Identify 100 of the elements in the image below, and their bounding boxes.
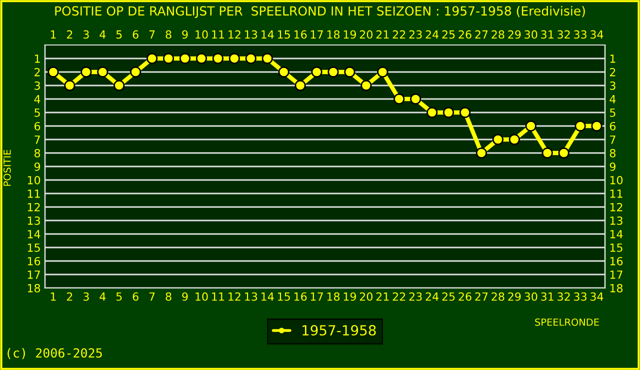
y-tick-label: 4 <box>34 95 40 104</box>
point <box>574 120 586 132</box>
point <box>179 52 191 64</box>
y2-tick-label: 8 <box>610 148 616 158</box>
x-tick-label: 5 <box>116 292 122 301</box>
x-tick-label: 8 <box>166 292 172 301</box>
y2-tick-label: 3 <box>610 81 616 90</box>
y2-tick-label: 17 <box>610 270 622 279</box>
x2-tick-label: 19 <box>344 30 356 39</box>
point <box>162 52 174 64</box>
x-tick-label: 24 <box>426 292 439 301</box>
x-tick-label: 33 <box>574 292 586 301</box>
point <box>130 66 142 78</box>
x2-tick-label: 27 <box>475 30 488 39</box>
y-tick-label: 7 <box>34 136 40 144</box>
point <box>459 106 471 118</box>
x2-tick-label: 17 <box>310 30 323 39</box>
x2-tick-label: 18 <box>327 30 340 39</box>
x2-tick-label: 32 <box>558 30 570 39</box>
x2-tick-label: 11 <box>212 30 224 39</box>
x-tick-label: 9 <box>182 292 188 301</box>
x-tick-label: 18 <box>327 292 340 301</box>
point <box>146 52 158 64</box>
point <box>492 134 504 146</box>
point <box>525 120 536 132</box>
point <box>196 52 208 64</box>
x2-tick-label: 20 <box>360 30 373 39</box>
y-tick-label: 1 <box>34 54 40 63</box>
chart-title: POSITIE OP DE RANGLIJST PER SPEELROND IN HET SEIZOEN : 1957-1958 (Eredivisie) <box>55 6 585 18</box>
x-tick-label: 32 <box>558 292 570 301</box>
x2-tick-label: 7 <box>149 30 155 39</box>
x-tick-label: 10 <box>196 292 208 301</box>
x-tick-label: 25 <box>442 292 455 301</box>
x2-tick-label: 26 <box>458 30 472 39</box>
x2-tick-label: 9 <box>182 30 188 39</box>
text: (c) 2006-2025 <box>8 348 102 360</box>
x-tick-label: 30 <box>524 292 538 301</box>
y-tick-label: 10 <box>28 176 40 184</box>
y-tick-label: 16 <box>28 256 40 266</box>
y2-tick-label: 16 <box>610 256 623 266</box>
x-tick-label: 19 <box>344 292 356 301</box>
y2-tick-label: 6 <box>610 122 616 130</box>
y-tick-label: 9 <box>34 162 40 171</box>
y-tick-label: 18 <box>28 284 40 292</box>
point <box>442 106 454 118</box>
y-tick-label: 2 <box>34 68 40 76</box>
point <box>212 52 224 64</box>
x-tick-label: 6 <box>132 292 138 301</box>
x2-tick-label: 33 <box>574 30 586 39</box>
y-axis-title: POSITIE <box>3 150 11 186</box>
x-tick-label: 13 <box>245 292 258 301</box>
x2-tick-label: 10 <box>196 30 208 39</box>
point <box>410 93 422 105</box>
x2-tick-label: 24 <box>426 30 439 39</box>
x2-tick-label: 4 <box>100 30 106 39</box>
y2-tick-label: 9 <box>610 162 616 171</box>
point <box>294 80 306 92</box>
point <box>80 66 92 78</box>
y2-tick-label: 18 <box>610 284 623 292</box>
x-tick-label: 34 <box>590 292 604 301</box>
y2-tick-label: 15 <box>610 244 622 252</box>
y2-tick-label: 4 <box>610 95 616 104</box>
x2-tick-label: 2 <box>66 30 72 39</box>
x2-tick-label: 15 <box>278 30 290 39</box>
y-tick-label: 8 <box>34 148 40 158</box>
x-tick-label: 4 <box>100 292 106 301</box>
x-tick-label: 14 <box>262 292 274 301</box>
y2-tick-label: 5 <box>610 108 616 117</box>
point <box>228 52 240 64</box>
x-tick-label: 21 <box>376 292 389 301</box>
y-tick-label: 3 <box>34 81 40 90</box>
x-tick-label: 31 <box>541 292 554 301</box>
x-tick-label: 3 <box>83 292 89 301</box>
legend-label: 1957-1958 <box>302 325 376 336</box>
y2-tick-label: 10 <box>610 176 623 184</box>
x2-tick-label: 1 <box>50 30 56 39</box>
point <box>311 66 322 78</box>
x2-tick-label: 13 <box>245 30 258 39</box>
x2-tick-label: 21 <box>376 30 389 39</box>
x2-tick-label: 30 <box>524 30 538 39</box>
x2-tick-label: 14 <box>262 30 274 39</box>
x-tick-label: 22 <box>392 292 406 301</box>
x-tick-label: 23 <box>409 292 422 301</box>
x2-tick-label: 23 <box>409 30 422 39</box>
point <box>377 66 388 78</box>
y2-tick-label: 13 <box>610 216 622 225</box>
point <box>360 80 372 92</box>
y-tick-label: 15 <box>28 244 40 252</box>
x2-tick-label: 34 <box>590 30 604 39</box>
y-tick-label: 11 <box>28 190 40 198</box>
point <box>245 52 256 64</box>
x2-tick-label: 16 <box>294 30 307 39</box>
x-tick-label: 20 <box>360 292 373 301</box>
x-tick-label: 12 <box>228 292 240 301</box>
x2-tick-label: 31 <box>541 30 554 39</box>
x2-tick-label: 25 <box>442 30 455 39</box>
x-tick-label: 1 <box>50 292 56 301</box>
x-axis-title: SPEELRONDE <box>535 318 599 326</box>
point <box>262 52 273 64</box>
point <box>328 66 339 78</box>
